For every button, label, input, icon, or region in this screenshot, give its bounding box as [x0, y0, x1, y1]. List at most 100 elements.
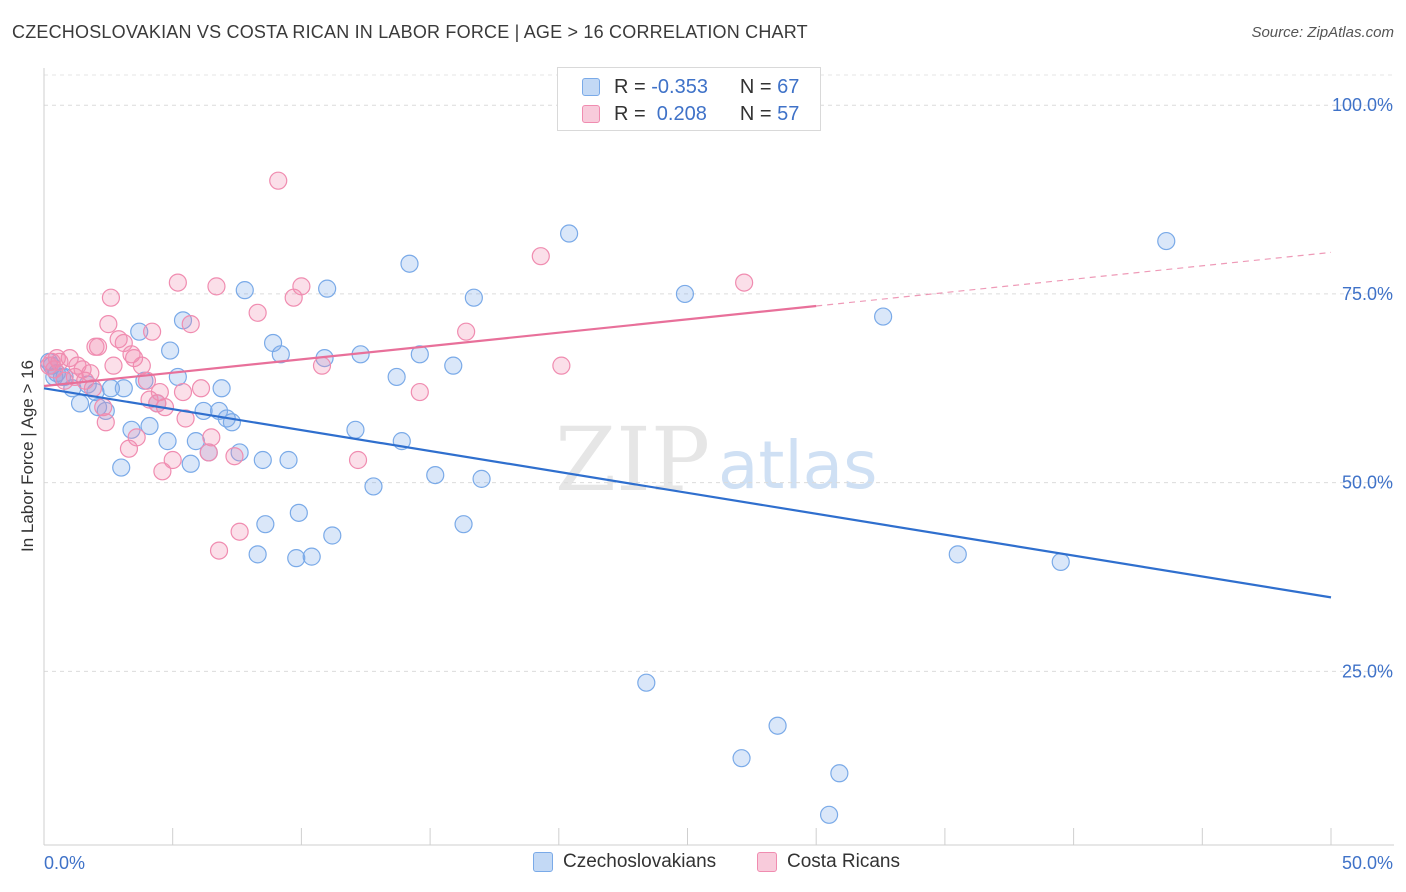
data-point — [410, 382, 429, 402]
data-point — [830, 764, 849, 783]
data-point — [209, 541, 229, 560]
data-point — [70, 394, 90, 413]
data-point — [181, 315, 200, 334]
x-tick-label: 0.0% — [44, 853, 85, 873]
data-point — [675, 284, 695, 304]
data-point — [202, 428, 221, 447]
data-point — [194, 401, 213, 421]
data-point — [531, 247, 550, 266]
data-point — [176, 409, 195, 428]
data-point — [426, 465, 445, 485]
data-point — [140, 416, 159, 436]
watermark-zip: ZIP — [555, 408, 710, 511]
data-point — [112, 458, 131, 477]
data-point — [158, 432, 177, 451]
bottom-legend-swatch-czechoslovakians — [533, 852, 553, 872]
data-point — [819, 805, 839, 824]
data-point — [302, 547, 321, 566]
r-value: -0.353 — [651, 75, 708, 98]
data-point — [1157, 231, 1176, 251]
series-costa-ricans — [40, 171, 754, 560]
correlation-legend: R = -0.353 N = 67 R = 0.208 N = 57 — [557, 67, 821, 131]
data-point — [318, 279, 337, 298]
data-point — [94, 398, 113, 417]
data-point — [130, 322, 149, 341]
data-point — [364, 477, 383, 496]
data-point — [212, 379, 231, 398]
data-point — [287, 549, 306, 568]
data-point — [637, 673, 656, 692]
data-point — [114, 379, 133, 398]
data-point — [225, 447, 244, 466]
trend-line — [43, 387, 1332, 599]
data-point — [269, 171, 288, 190]
data-point — [88, 337, 108, 356]
data-point — [348, 450, 368, 470]
data-point — [143, 322, 162, 341]
data-point — [153, 462, 172, 481]
legend-swatch-czechoslovakians — [582, 78, 600, 96]
data-point — [472, 469, 491, 488]
data-point — [104, 356, 123, 375]
data-point — [235, 281, 254, 300]
bottom-legend-label: Czechoslovakians — [563, 851, 717, 872]
y-axis-label: In Labor Force | Age > 16 — [18, 359, 37, 553]
data-point — [207, 277, 226, 296]
series-czechoslovakians — [40, 224, 1176, 824]
data-point — [410, 345, 429, 364]
data-point — [874, 307, 893, 326]
data-point — [323, 526, 342, 545]
trend-line — [43, 304, 817, 388]
chart-title: CZECHOSLOVAKIAN VS COSTA RICAN IN LABOR … — [12, 22, 808, 42]
data-point — [248, 545, 267, 564]
data-point — [50, 352, 69, 371]
data-point — [65, 367, 84, 387]
y-tick-label: 25.0% — [1342, 661, 1393, 681]
legend-row-czechoslovakians: R = -0.353 N = 67 — [582, 75, 799, 99]
n-value: 57 — [777, 102, 800, 125]
data-point — [163, 450, 182, 470]
data-point — [96, 413, 115, 432]
data-point — [253, 450, 272, 470]
data-point — [186, 432, 205, 451]
data-point — [948, 545, 967, 564]
data-point — [454, 515, 473, 534]
data-point — [230, 522, 249, 541]
data-point — [279, 450, 298, 470]
r-value: 0.208 — [651, 102, 707, 125]
data-point — [81, 364, 100, 383]
n-label: N = — [739, 75, 772, 98]
data-point — [552, 356, 571, 375]
data-point — [99, 315, 118, 334]
data-point — [222, 413, 242, 432]
data-point — [732, 749, 751, 768]
data-point — [346, 420, 365, 439]
data-point — [1051, 552, 1070, 572]
x-tick-label: 50.0% — [1342, 853, 1393, 873]
watermark-atlas: atlas — [718, 427, 878, 504]
data-point — [400, 254, 419, 273]
chart-source: Source: ZipAtlas.com — [1251, 24, 1394, 41]
data-point — [150, 382, 169, 402]
r-label: R = — [614, 102, 646, 125]
data-point — [387, 367, 406, 387]
data-point — [292, 277, 311, 296]
data-point — [457, 322, 476, 341]
data-point — [168, 273, 187, 292]
n-label: N = — [739, 102, 772, 125]
legend-swatch-costa-ricans — [582, 105, 600, 123]
trend-line-extension — [816, 251, 1332, 307]
data-point — [127, 428, 146, 447]
data-point — [289, 503, 308, 522]
data-point — [256, 515, 275, 534]
bottom-legend-costa-ricans: Costa Ricans — [757, 851, 900, 873]
data-point — [768, 716, 787, 735]
data-point — [559, 224, 579, 243]
data-point — [101, 288, 121, 307]
data-point — [124, 348, 144, 368]
bottom-legend-czechoslovakians: Czechoslovakians — [533, 851, 716, 873]
y-tick-label: 100.0% — [1332, 95, 1393, 115]
data-point — [444, 356, 463, 375]
data-point — [161, 341, 180, 360]
data-point — [735, 273, 754, 292]
